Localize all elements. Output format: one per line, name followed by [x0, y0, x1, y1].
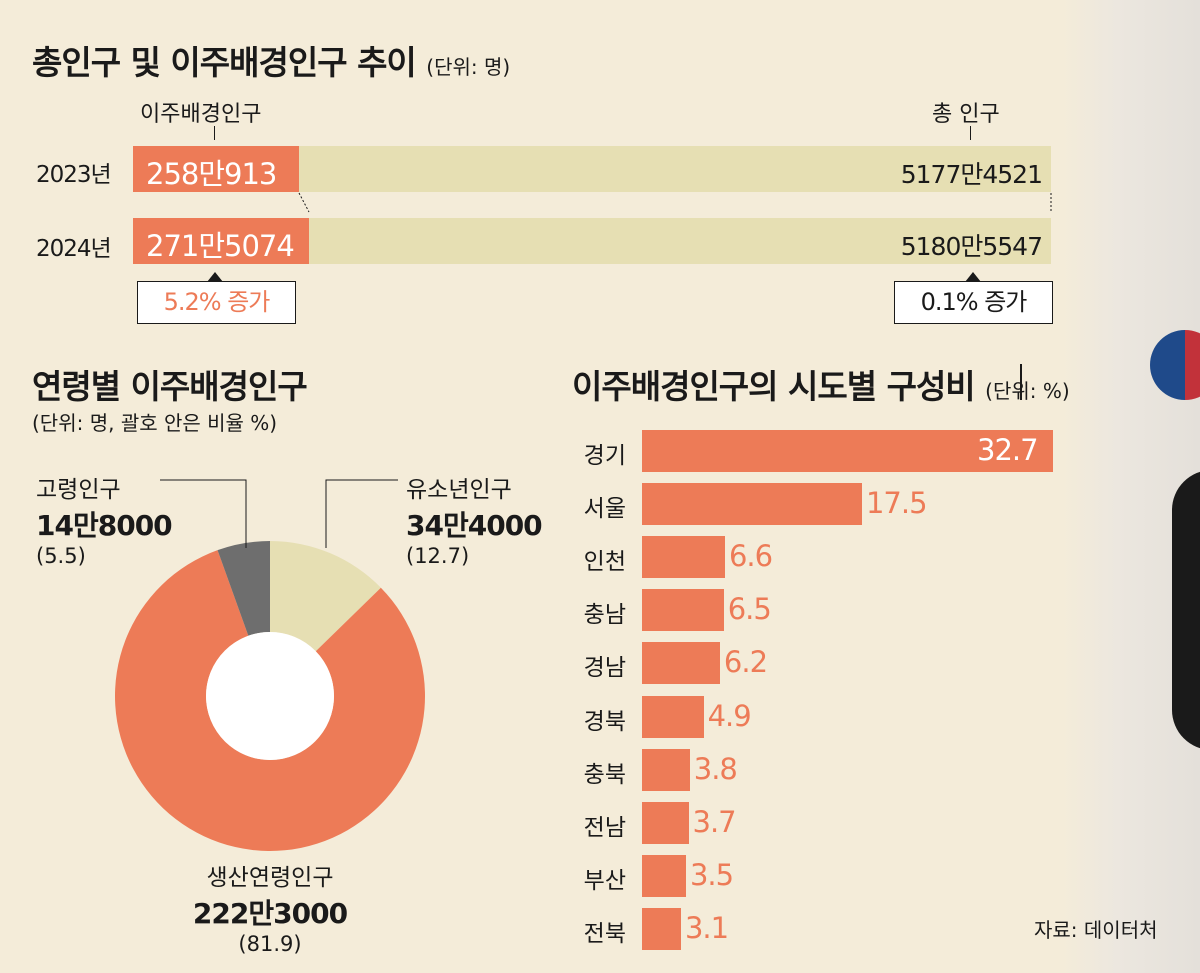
- region-value: 4.9: [707, 698, 752, 733]
- migrant-value-2023: 258만913: [146, 157, 277, 191]
- youth-leader-line: [325, 479, 398, 548]
- youth-name: 유소년인구: [406, 477, 512, 503]
- youth-value: 34만4000: [406, 509, 543, 542]
- region-category: 전남: [583, 814, 626, 841]
- working-value: 222만3000: [192, 897, 348, 930]
- source-note: 자료: 데이터처: [1034, 918, 1158, 942]
- total-pointer-icon: [965, 272, 981, 282]
- region-category: 경북: [583, 708, 626, 735]
- emblem-icon: [1150, 330, 1200, 400]
- elderly-name: 고령인구: [36, 477, 121, 503]
- region-value: 3.1: [684, 910, 729, 945]
- migrant-increase-box: 5.2% 증가: [137, 281, 296, 324]
- youth-pct: (12.7): [406, 544, 470, 568]
- region-category: 경남: [583, 655, 626, 682]
- label-migrant: 이주배경인구: [140, 102, 262, 127]
- label-migrant-tick: [214, 126, 215, 140]
- age-title: 연령별 이주배경인구: [32, 367, 308, 406]
- region-category: 서울: [583, 496, 626, 523]
- age-unit: (단위: 명, 괄호 안은 비율 %): [32, 411, 278, 435]
- migrant-growth-dash: [298, 192, 310, 213]
- background-photo: [1062, 0, 1200, 973]
- region-bar: [642, 642, 720, 685]
- migrant-value-2024: 271만5074: [146, 229, 295, 263]
- region-title: 이주배경인구의 시도별 구성비 (단위: %): [572, 367, 1070, 406]
- working-label: 생산연령인구 222만3000 (81.9): [170, 858, 370, 956]
- donut-slice-elderly: [217, 541, 270, 636]
- region-value: 3.5: [689, 857, 734, 892]
- elderly-leader-line: [160, 479, 247, 548]
- region-category: 전북: [583, 920, 626, 947]
- top-unit: (단위: 명): [426, 55, 511, 79]
- region-value: 6.5: [727, 592, 772, 627]
- title-divider: [1020, 364, 1022, 400]
- elderly-pct: (5.5): [36, 544, 86, 568]
- donut-slice-youth: [270, 541, 381, 652]
- region-bar: [642, 695, 704, 738]
- total-value-2023: 5177만4521: [900, 160, 1043, 189]
- region-bar: [642, 854, 686, 897]
- working-name: 생산연령인구: [206, 865, 334, 891]
- total-value-2024: 5180만5547: [900, 232, 1043, 261]
- region-bar: [642, 748, 690, 791]
- region-bar: [642, 483, 862, 526]
- region-value: 3.8: [693, 751, 738, 786]
- migrant-bar-2024: [133, 218, 309, 264]
- region-category: 충북: [583, 761, 626, 788]
- region-category: 경기: [583, 443, 626, 469]
- region-category: 인천: [583, 549, 626, 576]
- youth-label: 유소년인구 34만4000 (12.7): [406, 470, 543, 568]
- year-2023: 2023년: [36, 162, 112, 188]
- region-unit: (단위: %): [985, 379, 1070, 403]
- region-value: 6.2: [723, 645, 768, 680]
- donut-hole: [206, 632, 334, 760]
- total-increase-box: 0.1% 증가: [894, 281, 1053, 324]
- top-title: 총인구 및 이주배경인구 추이 (단위: 명): [32, 43, 511, 82]
- elderly-value: 14만8000: [36, 509, 173, 542]
- migrant-pointer-icon: [207, 272, 223, 282]
- donut-slice-working: [115, 550, 426, 851]
- migrant-bar-2023: [133, 146, 299, 192]
- region-bar: [642, 536, 725, 579]
- working-pct: (81.9): [238, 932, 302, 956]
- label-total: 총 인구: [932, 102, 1000, 127]
- region-bar: [642, 589, 724, 632]
- region-bar: [642, 430, 1053, 472]
- region-bar: [642, 801, 689, 844]
- region-category: 충남: [583, 602, 626, 629]
- region-value: 3.7: [692, 804, 737, 839]
- background-figure: [1172, 470, 1200, 750]
- elderly-label: 고령인구 14만8000 (5.5): [36, 470, 173, 568]
- region-bar: [642, 907, 681, 950]
- label-total-tick: [970, 126, 971, 140]
- region-value: 6.6: [728, 539, 773, 574]
- region-category: 부산: [583, 867, 626, 894]
- region-value: 32.7: [977, 433, 1039, 467]
- region-value: 17.5: [865, 486, 928, 521]
- year-2024: 2024년: [36, 236, 112, 262]
